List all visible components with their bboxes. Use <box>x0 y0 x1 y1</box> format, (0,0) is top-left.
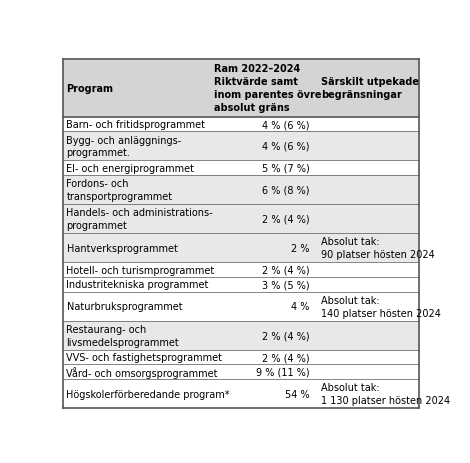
Text: Absolut tak:
140 platser hösten 2024: Absolut tak: 140 platser hösten 2024 <box>321 295 441 318</box>
Bar <box>318 277 419 292</box>
Bar <box>318 118 419 132</box>
Text: 2 % (4 %): 2 % (4 %) <box>262 265 310 275</box>
Text: Barn- och fritidsprogrammet: Barn- och fritidsprogrammet <box>66 120 205 130</box>
Text: Vård- och omsorgsprogrammet: Vård- och omsorgsprogrammet <box>66 366 218 378</box>
Bar <box>318 132 419 161</box>
Bar <box>63 161 211 175</box>
Bar <box>211 321 318 350</box>
Bar <box>63 292 211 321</box>
Bar <box>211 118 318 132</box>
Bar <box>211 365 318 379</box>
Bar <box>211 292 318 321</box>
Bar <box>63 379 211 408</box>
Text: Särskilt utpekade
begränsningar: Särskilt utpekade begränsningar <box>321 77 419 100</box>
Text: 3 % (5 %): 3 % (5 %) <box>262 280 310 290</box>
Bar <box>211 205 318 234</box>
Text: Hantverksprogrammet: Hantverksprogrammet <box>66 244 177 253</box>
Bar <box>63 175 211 205</box>
Text: 4 %: 4 % <box>291 301 310 312</box>
Bar <box>211 350 318 365</box>
Bar <box>63 365 211 379</box>
Bar <box>63 263 211 277</box>
Bar <box>63 234 211 263</box>
Text: El- och energiprogrammet: El- och energiprogrammet <box>66 163 195 174</box>
Bar <box>318 292 419 321</box>
Text: 5 % (7 %): 5 % (7 %) <box>262 163 310 174</box>
Bar <box>211 175 318 205</box>
Bar <box>318 365 419 379</box>
Bar <box>318 234 419 263</box>
Text: Industritekniska programmet: Industritekniska programmet <box>66 280 209 290</box>
Bar <box>211 161 318 175</box>
Text: Program: Program <box>66 83 113 94</box>
Text: 2 %: 2 % <box>291 244 310 253</box>
Bar <box>63 277 211 292</box>
Bar <box>318 175 419 205</box>
Text: 4 % (6 %): 4 % (6 %) <box>262 142 310 151</box>
Text: 54 %: 54 % <box>285 389 310 399</box>
Text: Bygg- och anläggnings-
programmet.: Bygg- och anläggnings- programmet. <box>66 135 182 158</box>
Text: Handels- och administrations-
programmet: Handels- och administrations- programmet <box>66 208 213 231</box>
Bar <box>318 321 419 350</box>
Text: 2 % (4 %): 2 % (4 %) <box>262 214 310 224</box>
Text: 2 % (4 %): 2 % (4 %) <box>262 352 310 363</box>
Bar <box>318 350 419 365</box>
Text: Absolut tak:
90 platser hösten 2024: Absolut tak: 90 platser hösten 2024 <box>321 237 435 260</box>
Text: Naturbruksprogrammet: Naturbruksprogrammet <box>66 301 182 312</box>
Text: 9 % (11 %): 9 % (11 %) <box>256 367 310 377</box>
Bar <box>211 234 318 263</box>
Bar <box>63 118 211 132</box>
Bar <box>63 321 211 350</box>
Text: 6 % (8 %): 6 % (8 %) <box>262 185 310 195</box>
Bar <box>63 59 211 118</box>
Text: Högskolerförberedande program*: Högskolerförberedande program* <box>66 389 230 399</box>
Text: Fordons- och
transportprogrammet: Fordons- och transportprogrammet <box>66 179 172 201</box>
Bar <box>318 205 419 234</box>
Bar <box>63 350 211 365</box>
Bar <box>63 205 211 234</box>
Bar <box>318 59 419 118</box>
Text: Ram 2022–2024
Riktvärde samt
inom parentes övre
absolut gräns: Ram 2022–2024 Riktvärde samt inom parent… <box>214 64 322 113</box>
Bar <box>318 161 419 175</box>
Bar <box>211 379 318 408</box>
Text: 2 % (4 %): 2 % (4 %) <box>262 331 310 341</box>
Text: VVS- och fastighetsprogrammet: VVS- och fastighetsprogrammet <box>66 352 222 363</box>
Bar <box>211 277 318 292</box>
Bar <box>318 263 419 277</box>
Bar <box>211 132 318 161</box>
Bar <box>211 59 318 118</box>
Text: Hotell- och turismprogrammet: Hotell- och turismprogrammet <box>66 265 215 275</box>
Text: Absolut tak:
1 130 platser hösten 2024: Absolut tak: 1 130 platser hösten 2024 <box>321 382 451 405</box>
Text: Restaurang- och
livsmedelsprogrammet: Restaurang- och livsmedelsprogrammet <box>66 324 179 347</box>
Bar <box>318 379 419 408</box>
Bar <box>211 263 318 277</box>
Text: 4 % (6 %): 4 % (6 %) <box>262 120 310 130</box>
Bar <box>63 132 211 161</box>
